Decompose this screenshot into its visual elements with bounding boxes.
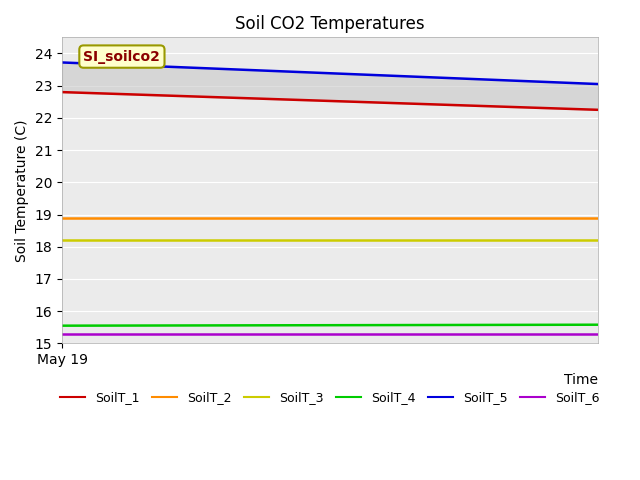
SoilT_1: [316, 98, 324, 104]
SoilT_1: [378, 100, 385, 106]
SoilT_4: [595, 322, 602, 327]
SoilT_5: [348, 71, 356, 77]
SoilT_3: [595, 238, 602, 243]
SoilT_4: [316, 323, 324, 328]
SoilT_2: [498, 215, 506, 221]
SoilT_3: [313, 238, 321, 243]
SoilT_3: [348, 238, 356, 243]
SoilT_6: [348, 331, 356, 336]
SoilT_6: [498, 331, 506, 336]
SoilT_3: [378, 238, 385, 243]
Line: SoilT_1: SoilT_1: [62, 92, 598, 110]
SoilT_1: [498, 104, 506, 109]
SoilT_2: [582, 215, 589, 221]
Line: SoilT_4: SoilT_4: [62, 324, 598, 325]
Legend: SoilT_1, SoilT_2, SoilT_3, SoilT_4, SoilT_5, SoilT_6: SoilT_1, SoilT_2, SoilT_3, SoilT_4, Soil…: [55, 386, 605, 409]
SoilT_5: [378, 72, 385, 78]
SoilT_5: [313, 70, 321, 75]
SoilT_3: [58, 238, 66, 243]
SoilT_5: [582, 81, 589, 86]
SoilT_2: [313, 215, 321, 221]
SoilT_3: [498, 238, 506, 243]
SoilT_2: [348, 215, 356, 221]
SoilT_1: [348, 99, 356, 105]
SoilT_6: [58, 331, 66, 336]
Y-axis label: Soil Temperature (C): Soil Temperature (C): [15, 119, 29, 262]
SoilT_2: [58, 215, 66, 221]
SoilT_3: [582, 238, 589, 243]
SoilT_6: [316, 331, 324, 336]
SoilT_4: [498, 322, 506, 328]
SoilT_6: [313, 331, 321, 336]
SoilT_6: [378, 331, 385, 336]
SoilT_6: [582, 331, 589, 336]
Title: Soil CO2 Temperatures: Soil CO2 Temperatures: [236, 15, 425, 33]
SoilT_5: [498, 77, 506, 83]
SoilT_1: [58, 89, 66, 95]
SoilT_2: [378, 215, 385, 221]
X-axis label: Time: Time: [564, 372, 598, 387]
SoilT_4: [582, 322, 589, 328]
SoilT_5: [316, 70, 324, 76]
SoilT_6: [595, 331, 602, 336]
SoilT_1: [582, 107, 589, 112]
SoilT_1: [313, 97, 321, 103]
SoilT_4: [58, 323, 66, 328]
SoilT_4: [313, 323, 321, 328]
SoilT_4: [378, 322, 385, 328]
SoilT_2: [316, 215, 324, 221]
SoilT_2: [595, 215, 602, 221]
Text: SI_soilco2: SI_soilco2: [83, 49, 161, 63]
SoilT_3: [316, 238, 324, 243]
SoilT_5: [595, 81, 602, 87]
SoilT_1: [595, 107, 602, 113]
SoilT_4: [348, 322, 356, 328]
SoilT_5: [58, 60, 66, 65]
Line: SoilT_5: SoilT_5: [62, 62, 598, 84]
